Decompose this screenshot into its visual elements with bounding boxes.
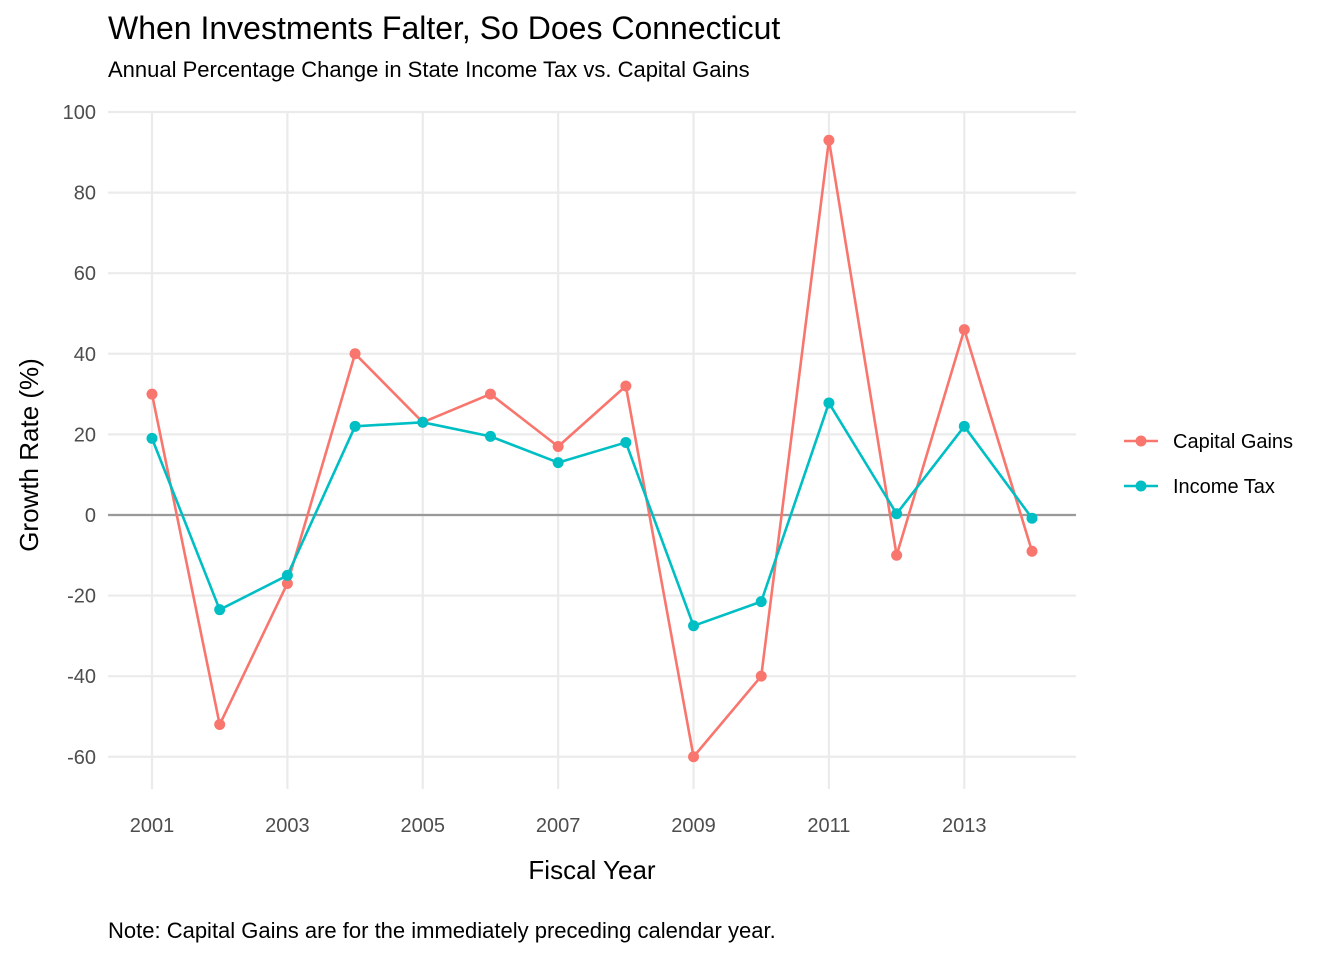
legend-label: Capital Gains: [1173, 431, 1293, 453]
data-point-capital-gains: [349, 348, 361, 360]
data-point-capital-gains: [281, 577, 293, 589]
x-axis-title: Fiscal Year: [528, 855, 656, 885]
x-tick-label: 2003: [265, 815, 310, 837]
data-point-income-tax: [823, 397, 835, 409]
data-point-income-tax: [552, 457, 564, 469]
data-point-income-tax: [281, 569, 293, 581]
series-line-capital-gains: [150, 138, 1034, 759]
y-tick-label: 20: [74, 424, 96, 446]
grid: [108, 110, 1076, 789]
y-tick-label: 100: [63, 102, 96, 124]
series-points: [146, 134, 1038, 763]
data-point-capital-gains: [214, 719, 226, 731]
series-line-income-tax: [150, 401, 1034, 628]
chart-subtitle: Annual Percentage Change in State Income…: [108, 57, 750, 82]
x-tick-label: 2001: [130, 815, 175, 837]
legend: Capital Gains Income Tax: [1124, 431, 1293, 498]
data-point-income-tax: [958, 420, 970, 432]
data-point-capital-gains: [823, 134, 835, 146]
y-axis-title: Growth Rate (%): [14, 358, 44, 552]
data-point-capital-gains: [755, 670, 767, 682]
x-tick-label: 2009: [671, 815, 716, 837]
data-point-income-tax: [214, 604, 226, 616]
legend-item-capital-gains: Capital Gains: [1124, 431, 1293, 453]
data-point-capital-gains: [620, 380, 632, 392]
data-point-income-tax: [349, 420, 361, 432]
y-tick-label: -20: [67, 586, 96, 608]
data-point-income-tax: [891, 508, 903, 520]
data-point-capital-gains: [891, 549, 903, 561]
data-point-income-tax: [146, 432, 158, 444]
chart-caption: Note: Capital Gains are for the immediat…: [108, 918, 776, 943]
data-point-income-tax: [417, 416, 429, 428]
x-tick-label: 2013: [942, 815, 987, 837]
data-point-income-tax: [688, 620, 700, 632]
y-axis-ticks: -60 -40 -20 0 20 40 60 80 100: [63, 102, 96, 769]
legend-item-income-tax: Income Tax: [1124, 476, 1275, 498]
data-point-income-tax: [755, 596, 767, 608]
series-lines: [150, 138, 1034, 759]
y-tick-label: -40: [67, 666, 96, 688]
data-point-income-tax: [484, 430, 496, 442]
y-tick-label: 40: [74, 344, 96, 366]
x-tick-label: 2011: [807, 815, 850, 837]
x-axis-ticks: 2001 2003 2005 2007 2009 2011 2013: [130, 815, 987, 837]
data-point-capital-gains: [958, 324, 970, 336]
x-tick-label: 2007: [536, 815, 581, 837]
y-tick-label: 0: [85, 505, 96, 527]
legend-key-point: [1135, 480, 1147, 492]
data-point-capital-gains: [552, 440, 564, 452]
y-tick-label: 60: [74, 263, 96, 285]
data-point-capital-gains: [484, 388, 496, 400]
data-point-income-tax: [1026, 512, 1038, 524]
chart-title: When Investments Falter, So Does Connect…: [108, 10, 780, 46]
data-point-capital-gains: [688, 751, 700, 763]
y-tick-label: -60: [67, 747, 96, 769]
data-point-capital-gains: [1026, 545, 1038, 557]
data-point-capital-gains: [146, 388, 158, 400]
x-tick-label: 2005: [401, 815, 446, 837]
data-point-income-tax: [620, 436, 632, 448]
legend-label: Income Tax: [1173, 476, 1275, 498]
legend-key-point: [1135, 435, 1147, 447]
y-tick-label: 80: [74, 183, 96, 205]
